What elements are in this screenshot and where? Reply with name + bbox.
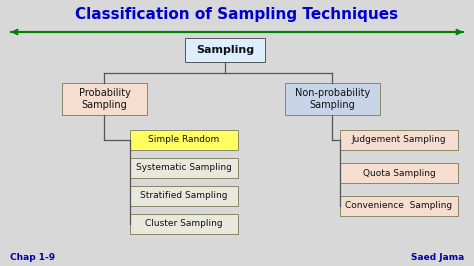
FancyBboxPatch shape	[340, 163, 458, 183]
FancyBboxPatch shape	[340, 130, 458, 150]
FancyBboxPatch shape	[62, 83, 147, 115]
FancyBboxPatch shape	[340, 196, 458, 216]
Text: Stratified Sampling: Stratified Sampling	[140, 192, 228, 201]
Text: Quota Sampling: Quota Sampling	[363, 168, 436, 177]
Text: Judgement Sampling: Judgement Sampling	[352, 135, 447, 144]
Text: Non-probability
Sampling: Non-probability Sampling	[295, 88, 370, 110]
FancyBboxPatch shape	[285, 83, 380, 115]
FancyBboxPatch shape	[130, 158, 238, 178]
Text: Probability
Sampling: Probability Sampling	[79, 88, 130, 110]
Text: Classification of Sampling Techniques: Classification of Sampling Techniques	[75, 6, 399, 22]
FancyBboxPatch shape	[185, 38, 265, 62]
FancyBboxPatch shape	[130, 130, 238, 150]
Text: Systematic Sampling: Systematic Sampling	[136, 164, 232, 172]
Text: Chap 1-9: Chap 1-9	[10, 253, 55, 263]
FancyBboxPatch shape	[130, 214, 238, 234]
Text: Saed Jama: Saed Jama	[411, 253, 464, 263]
Text: Cluster Sampling: Cluster Sampling	[145, 219, 223, 228]
Text: Convenience  Sampling: Convenience Sampling	[346, 202, 453, 210]
FancyBboxPatch shape	[130, 186, 238, 206]
Text: Simple Random: Simple Random	[148, 135, 219, 144]
Text: Sampling: Sampling	[196, 45, 254, 55]
